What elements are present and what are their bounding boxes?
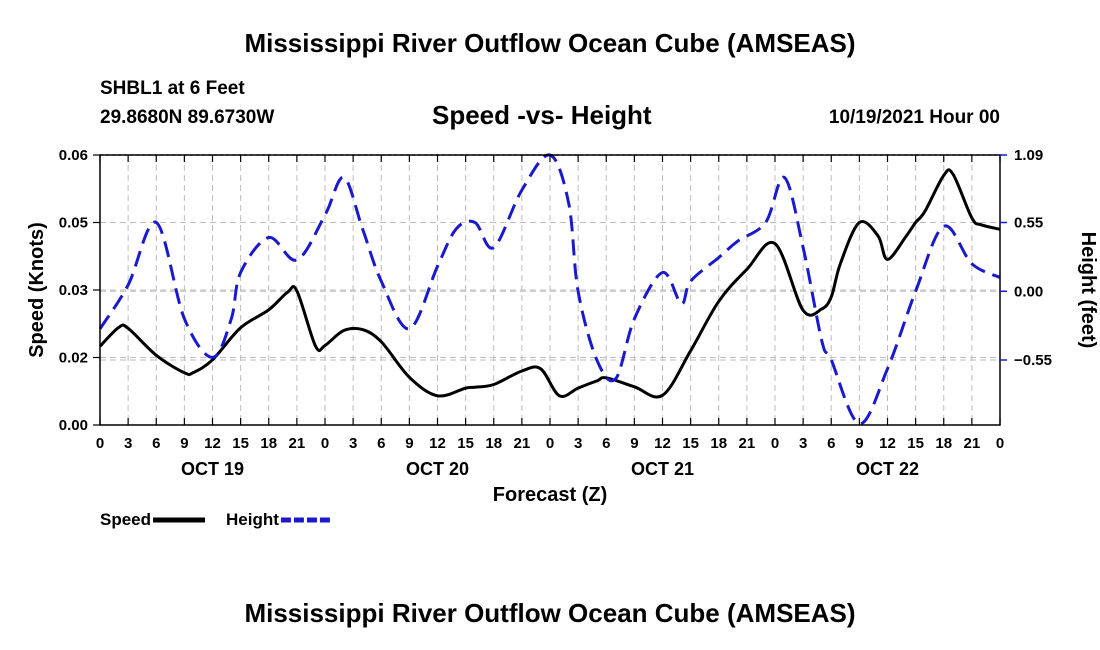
x-tick-label: 0	[96, 435, 104, 452]
forecast-datetime: 10/19/2021 Hour 00	[828, 107, 1000, 128]
series-line-height	[98, 153, 1001, 426]
legend: Speed Height	[100, 510, 333, 529]
x-tick-label: 6	[827, 435, 835, 452]
x-tick-label: 0	[771, 435, 779, 452]
y2-axis-title: Height (feet)	[1077, 232, 1099, 349]
x-tick-label: 6	[602, 435, 610, 452]
series-layer	[98, 153, 1001, 426]
x-tick-label: 0	[546, 435, 554, 452]
x-tick-label: 0	[321, 435, 329, 452]
footer-title: Mississippi River Outflow Ocean Cube (AM…	[244, 598, 856, 628]
x-tick-label: 9	[405, 435, 413, 452]
x-tick-label: 15	[682, 435, 699, 452]
station-label: SHBL1 at 6 Feet	[100, 78, 245, 99]
y-tick-label: 0.05	[59, 215, 88, 232]
y-tick-label: 0.06	[59, 147, 88, 164]
x-tick-label: 6	[377, 435, 385, 452]
chart-title: Mississippi River Outflow Ocean Cube (AM…	[244, 28, 856, 58]
chart-subtitle: Speed -vs- Height	[432, 100, 652, 130]
x-tick-label: 12	[204, 435, 221, 452]
x-tick-label: 15	[907, 435, 924, 452]
x-tick-label: 3	[349, 435, 357, 452]
x-tick-label: 0	[996, 435, 1004, 452]
y2-tick-label: −0.55	[1014, 352, 1052, 369]
x-tick-label: 15	[232, 435, 249, 452]
coordinates-label: 29.8680N 89.6730W	[100, 107, 275, 128]
y-tick-label: 0.03	[59, 282, 88, 299]
x-tick-label: 12	[654, 435, 671, 452]
y-axis-title: Speed (Knots)	[26, 222, 48, 358]
x-tick-label: 3	[574, 435, 582, 452]
y2-tick-label: 1.09	[1014, 147, 1043, 164]
x-tick-label: 18	[935, 435, 952, 452]
day-label: OCT 20	[406, 459, 469, 479]
x-tick-label: 18	[485, 435, 502, 452]
day-label: OCT 21	[631, 459, 694, 479]
x-tick-label: 3	[124, 435, 132, 452]
y-tick-label: 0.02	[59, 350, 88, 367]
speed-height-chart: 0 3 6 9 12 15 18 21 0 3 6 9 12 15 18 21 0 3 6 9 12 15 18 21 0 3 6 9…	[26, 147, 1099, 529]
y2-tick-label: 0.00	[1014, 283, 1043, 300]
x-tick-label: 18	[710, 435, 727, 452]
x-tick-label: 18	[260, 435, 277, 452]
day-label: OCT 19	[181, 459, 244, 479]
y-tick-label: 0.00	[59, 417, 88, 434]
x-tick-label: 21	[289, 435, 306, 452]
x-tick-label: 12	[879, 435, 896, 452]
x-tick-label: 21	[514, 435, 531, 452]
x-tick-label: 21	[964, 435, 981, 452]
x-tick-label: 9	[630, 435, 638, 452]
day-label: OCT 22	[856, 459, 919, 479]
x-tick-label: 21	[739, 435, 756, 452]
legend-label-speed: Speed	[100, 510, 151, 529]
x-tick-label: 15	[457, 435, 474, 452]
x-tick-label: 12	[429, 435, 446, 452]
x-axis-title: Forecast (Z)	[493, 484, 607, 506]
x-tick-label: 6	[152, 435, 160, 452]
x-tick-label: 9	[180, 435, 188, 452]
x-tick-label: 9	[855, 435, 863, 452]
grid	[100, 154, 1000, 425]
x-tick-label: 3	[799, 435, 807, 452]
axes: 0 3 6 9 12 15 18 21 0 3 6 9 12 15 18 21 0 3 6 9 12 15 18 21 0 3 6 9…	[59, 147, 1052, 479]
legend-label-height: Height	[226, 510, 279, 529]
y2-tick-label: 0.55	[1014, 215, 1043, 232]
series-line-speed	[98, 168, 1001, 399]
